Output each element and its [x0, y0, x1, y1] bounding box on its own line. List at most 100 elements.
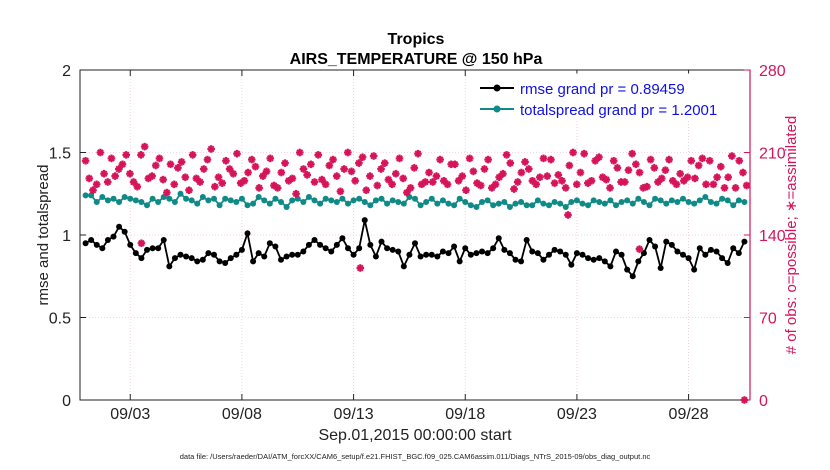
obs-point [211, 182, 219, 191]
obs-point [277, 168, 286, 177]
rmse-point [222, 260, 229, 267]
obs-point [731, 184, 740, 192]
spread-point [607, 197, 614, 204]
rmse-point [149, 245, 156, 252]
spread-point [635, 195, 642, 202]
obs-point [554, 171, 563, 179]
obs-point [558, 176, 566, 185]
obs-point [122, 151, 131, 159]
legend-rmse-label: rmse grand pr = 0.89459 [520, 81, 685, 98]
spread-point [328, 197, 335, 204]
rmse-point [138, 255, 145, 262]
obs-point [536, 173, 544, 182]
obs-point [443, 180, 452, 189]
obs-point [255, 184, 263, 192]
rmse-point [233, 251, 240, 258]
obs-point [462, 186, 470, 195]
spread-point [685, 199, 692, 205]
spread-point [272, 195, 279, 202]
spread-point [372, 197, 379, 204]
x-tick-label: 09/08 [222, 406, 262, 423]
rmse-point [412, 240, 418, 247]
obs-point [595, 153, 603, 162]
obs-point [406, 184, 415, 192]
obs-point [657, 174, 666, 183]
obs-point [694, 161, 703, 170]
obs-point [628, 149, 636, 158]
obs-point [299, 165, 308, 173]
obs-point [410, 164, 419, 172]
rmse-point [250, 258, 257, 265]
spread-point [384, 200, 391, 207]
rmse-point [518, 258, 525, 265]
obs-point [347, 167, 356, 176]
obs-point [399, 174, 407, 183]
rmse-point [467, 251, 474, 258]
obs-point [665, 155, 673, 164]
rmse-point [607, 263, 614, 270]
y2-tick-label: 280 [759, 63, 786, 80]
rmse-point [211, 251, 217, 258]
rmse-point [635, 258, 642, 265]
obs-point [698, 154, 707, 163]
rmse-point [395, 248, 402, 255]
spread-point [138, 199, 145, 205]
spread-point [702, 194, 709, 201]
obs-point [635, 168, 644, 177]
spread-point [629, 200, 636, 207]
obs-point [517, 168, 526, 177]
spread-point [551, 199, 558, 205]
obs-point [148, 172, 156, 180]
spread-point [423, 199, 430, 205]
y-tick-label: 0 [62, 393, 71, 410]
spread-point [529, 202, 536, 209]
rmse-point [289, 251, 296, 258]
obs-point [609, 156, 618, 165]
rmse-point [696, 245, 703, 252]
obs-point [613, 164, 622, 172]
rmse-point [272, 243, 279, 250]
rmse-point [183, 253, 190, 260]
obs-point [244, 168, 252, 177]
rmse-point [400, 263, 407, 270]
obs-point [716, 162, 725, 171]
spread-point [657, 197, 664, 204]
obs-point [661, 166, 670, 174]
spread-point [333, 199, 340, 205]
rmse-point [462, 245, 469, 252]
rmse-point [680, 251, 686, 258]
spread-point [412, 195, 418, 202]
spread-point [439, 197, 446, 204]
y2-axis-label: # of obs: o=possible; ∗=assimilated [783, 116, 800, 355]
rmse-point [596, 255, 603, 262]
rmse-point [132, 250, 139, 257]
obs-point [720, 184, 729, 192]
obs-point [362, 186, 371, 195]
legend-box [475, 73, 741, 121]
spread-point [311, 197, 318, 204]
spread-point [155, 199, 162, 205]
rmse-point [339, 235, 346, 242]
rmse-point [121, 228, 128, 235]
obs-point [580, 149, 588, 158]
obs-point [458, 172, 467, 180]
obs-point [428, 178, 437, 186]
obs-point [336, 187, 345, 196]
spread-point [573, 197, 580, 204]
x-axis: 09/03 09/08 09/13 09/18 09/23 09/28 [110, 70, 709, 423]
obs-point [728, 152, 736, 160]
spread-point [356, 195, 363, 202]
obs-point [550, 179, 559, 187]
spread-point [305, 194, 312, 201]
rmse-point [333, 241, 340, 248]
rmse-point [194, 258, 201, 265]
obs-point [159, 175, 167, 184]
spread-point [395, 199, 402, 205]
rmse-point [506, 250, 513, 257]
obs-point [188, 151, 197, 159]
obs-series [81, 142, 751, 404]
obs-point [624, 166, 633, 174]
spread-point [144, 202, 150, 209]
rmse-point [551, 246, 558, 253]
rmse-point [300, 248, 307, 255]
